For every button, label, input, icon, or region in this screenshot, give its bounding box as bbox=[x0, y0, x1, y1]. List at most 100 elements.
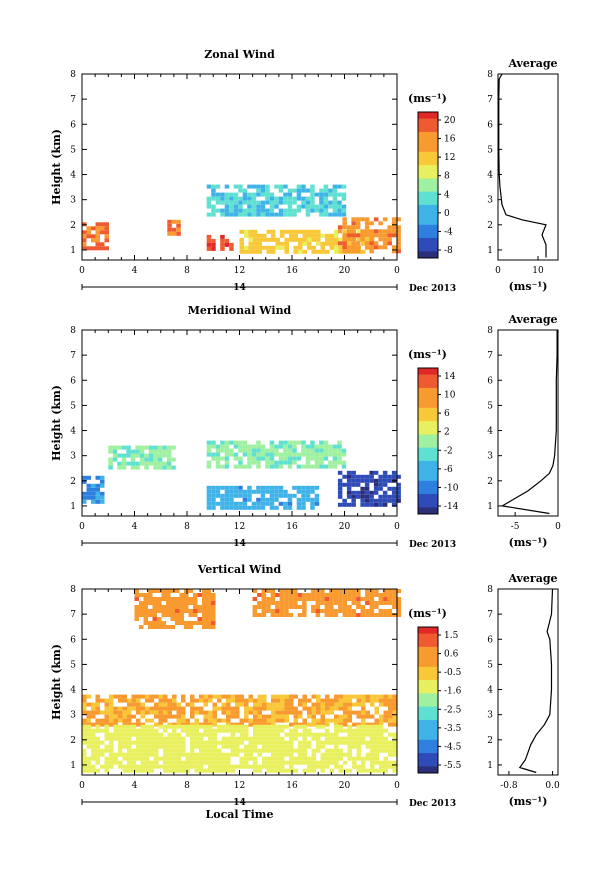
heatmap-cell bbox=[265, 460, 270, 465]
heatmap-cell bbox=[194, 728, 199, 733]
heatmap-cell bbox=[203, 710, 208, 715]
heatmap-cell bbox=[365, 694, 370, 699]
heatmap-cell bbox=[369, 221, 374, 226]
heatmap-cell bbox=[134, 589, 139, 593]
heatmap-cell bbox=[266, 740, 271, 745]
heatmap-cell bbox=[356, 601, 361, 605]
heatmap-cell bbox=[388, 732, 393, 737]
heatmap-cell bbox=[310, 489, 315, 494]
heatmap-cell bbox=[212, 718, 217, 723]
heatmap-cell bbox=[323, 464, 329, 469]
heatmap-cell bbox=[355, 474, 361, 479]
heatmap-cell bbox=[127, 724, 132, 729]
heatmap-cell bbox=[233, 501, 239, 506]
heatmap-cell bbox=[256, 460, 261, 465]
heatmap-cell bbox=[176, 231, 181, 236]
heatmap-cell bbox=[379, 694, 384, 699]
heatmap-cell bbox=[86, 475, 91, 480]
heatmap-cell bbox=[239, 229, 244, 234]
heatmap-cell bbox=[271, 706, 276, 711]
colorbar-unit: (ms⁻¹) bbox=[408, 92, 447, 105]
heatmap-cell bbox=[369, 502, 374, 507]
colorbar-swatch bbox=[418, 713, 438, 721]
heatmap-cell bbox=[127, 702, 132, 707]
colorbar-tick-label: -2.5 bbox=[444, 705, 462, 715]
heatmap-cell bbox=[316, 229, 321, 234]
heatmap-cell bbox=[329, 601, 334, 605]
heatmap-cell bbox=[154, 736, 159, 741]
heatmap-cell bbox=[91, 714, 96, 719]
heatmap-cell bbox=[154, 752, 159, 757]
heatmap-cell bbox=[369, 609, 375, 613]
heatmap-cell bbox=[332, 452, 338, 457]
heatmap-cell bbox=[95, 238, 100, 243]
heatmap-cell bbox=[275, 718, 280, 723]
heatmap-cell bbox=[233, 204, 239, 209]
heatmap-cell bbox=[127, 728, 132, 733]
heatmap-cell bbox=[145, 728, 150, 733]
heatmap-cell bbox=[271, 756, 276, 761]
y-tick-label: 7 bbox=[70, 95, 76, 105]
heatmap-cell bbox=[194, 764, 199, 769]
y-tick-label: 1 bbox=[70, 761, 76, 771]
heatmap-cell bbox=[113, 752, 118, 757]
heatmap-cell bbox=[197, 605, 202, 609]
heatmap-cell bbox=[320, 702, 325, 707]
heatmap-cell bbox=[320, 732, 325, 737]
heatmap-cell bbox=[203, 756, 208, 761]
heatmap-cell bbox=[238, 501, 243, 506]
heatmap-cell bbox=[203, 724, 208, 729]
heatmap-cell bbox=[233, 208, 239, 213]
heatmap-cell bbox=[334, 732, 339, 737]
heatmap-cell bbox=[221, 740, 226, 745]
heatmap-cell bbox=[338, 764, 343, 769]
heatmap-cell bbox=[269, 200, 275, 205]
heatmap-cell bbox=[235, 724, 240, 729]
heatmap-cell bbox=[135, 445, 140, 450]
heatmap-cell bbox=[307, 245, 312, 250]
heatmap-cell bbox=[82, 222, 87, 227]
heatmap-cell bbox=[136, 740, 141, 745]
heatmap-cell bbox=[370, 748, 375, 753]
heatmap-cell bbox=[261, 613, 267, 617]
heatmap-cell bbox=[351, 245, 356, 250]
heatmap-cell bbox=[181, 744, 186, 749]
heatmap-cell bbox=[293, 593, 298, 597]
heatmap-cell bbox=[360, 494, 365, 499]
avg-y-tick-label: 3 bbox=[487, 196, 493, 206]
heatmap-cell bbox=[244, 710, 249, 715]
heatmap-cell bbox=[296, 192, 302, 197]
heatmap-cell bbox=[343, 740, 348, 745]
heatmap-cell bbox=[257, 702, 262, 707]
heatmap-cell bbox=[293, 724, 298, 729]
heatmap-cell bbox=[253, 724, 258, 729]
y-axis-label: Height (km) bbox=[50, 385, 63, 461]
heatmap-cell bbox=[208, 694, 213, 699]
heatmap-cell bbox=[373, 478, 379, 483]
heatmap-cell bbox=[329, 760, 334, 765]
heatmap-cell bbox=[297, 593, 303, 597]
heatmap-cell bbox=[365, 589, 370, 593]
heatmap-cell bbox=[392, 722, 397, 727]
heatmap-cell bbox=[370, 768, 375, 773]
heatmap-cell bbox=[387, 609, 393, 613]
heatmap-cell bbox=[329, 756, 334, 761]
heatmap-cell bbox=[202, 609, 207, 613]
heatmap-cell bbox=[170, 589, 175, 593]
heatmap-cell bbox=[118, 752, 123, 757]
heatmap-cell bbox=[383, 589, 388, 593]
heatmap-cell bbox=[316, 706, 321, 711]
heatmap-cell bbox=[383, 609, 388, 613]
heatmap-cell bbox=[166, 589, 171, 593]
heatmap-cell bbox=[325, 241, 330, 246]
heatmap-cell bbox=[292, 440, 297, 445]
heatmap-cell bbox=[238, 200, 243, 205]
heatmap-cell bbox=[356, 613, 361, 617]
heatmap-cell bbox=[373, 241, 379, 246]
heatmap-cell bbox=[324, 593, 330, 597]
heatmap-cell bbox=[233, 456, 239, 461]
heatmap-cell bbox=[274, 196, 279, 201]
heatmap-cell bbox=[82, 722, 87, 727]
heatmap-cell bbox=[82, 764, 87, 769]
heatmap-cell bbox=[325, 698, 330, 703]
